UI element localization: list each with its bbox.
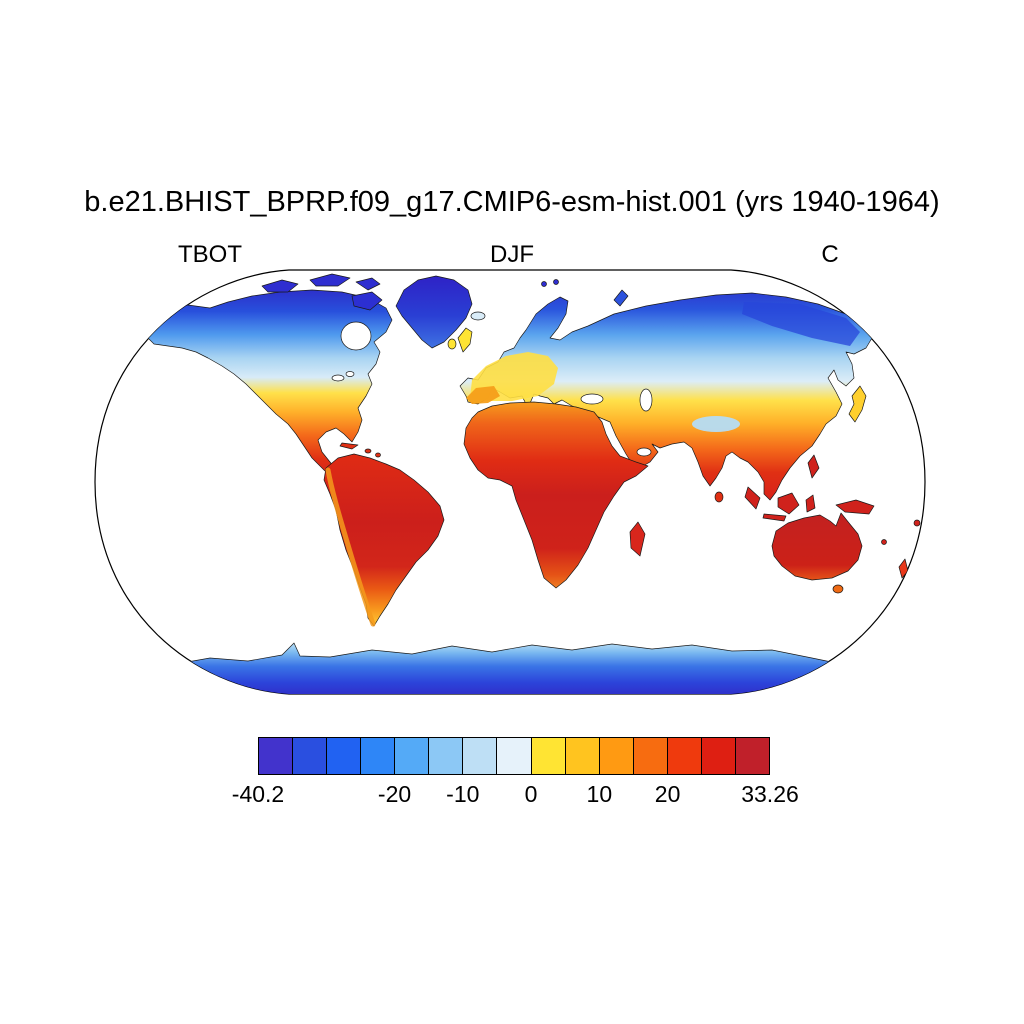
colorbar-segment [701, 738, 736, 774]
new-zealand-south-island [906, 574, 918, 594]
colorbar: -40.2 -20 -10 0 10 20 33.26 [232, 737, 799, 807]
andes-warm-strip [325, 467, 376, 627]
siberia-cold-overlay [742, 302, 860, 346]
variable-label: TBOT [178, 241, 242, 268]
sulawesi-island [805, 494, 816, 513]
madagascar-island [629, 521, 646, 557]
colorbar-segments [258, 737, 770, 775]
svalbard-island [553, 279, 559, 285]
arctic-island [355, 277, 381, 291]
tibet-cold-patch [692, 416, 740, 432]
colorbar-tick-label: -40.2 [231, 781, 285, 807]
japan-islands [848, 385, 867, 423]
ireland-island [447, 338, 457, 350]
north-america-landmass [147, 289, 393, 491]
colorbar-segment [565, 738, 600, 774]
africa-landmass [463, 401, 649, 589]
sumatra-island [744, 486, 761, 510]
java-island [762, 513, 787, 522]
greenland-landmass [395, 275, 473, 349]
colorbar-tick-label: -10 [446, 781, 480, 807]
caribbean-island [375, 452, 381, 458]
pacific-island [913, 519, 921, 527]
arctic-island [261, 279, 299, 293]
colorbar-segment [327, 738, 362, 774]
colorbar-segment [395, 738, 430, 774]
units-label: C [821, 241, 839, 268]
baffin-island [351, 291, 383, 311]
colorbar-tick-label: -20 [377, 781, 412, 807]
colorbar-segment [429, 738, 464, 774]
hudson-bay [340, 321, 372, 351]
colorbar-segment [293, 738, 328, 774]
uk-island [457, 327, 473, 353]
colorbar-segment [667, 738, 702, 774]
plot-title: b.e21.BHIST_BPRP.f09_g17.CMIP6-esm-hist.… [84, 186, 940, 218]
colorbar-segment [463, 738, 498, 774]
colorbar-segment [361, 738, 396, 774]
colorbar-tick-label: 20 [654, 781, 681, 807]
colorbar-tick-label: 33.26 [741, 781, 799, 807]
philippines-islands [807, 454, 820, 479]
colorbar-segment [633, 738, 668, 774]
colorbar-segment [259, 738, 294, 774]
colorbar-tick-label: 10 [586, 781, 613, 807]
cuba-island [339, 442, 359, 450]
season-label: DJF [490, 241, 534, 268]
tasmania-island [832, 584, 844, 594]
novaya-zemlya-island [613, 289, 629, 307]
sri-lanka-island [714, 491, 724, 503]
great-lakes [331, 374, 345, 382]
black-sea [580, 393, 604, 405]
persian-gulf [636, 447, 652, 457]
caspian-sea [639, 388, 653, 412]
iberia-warm-overlay [466, 386, 500, 404]
caribbean-island [364, 448, 372, 454]
colorbar-segment [735, 738, 769, 774]
new-guinea-island [835, 499, 875, 515]
colorbar-ticks: -40.2 -20 -10 0 10 20 33.26 [232, 781, 799, 811]
south-america-landmass [323, 453, 445, 627]
svalbard-island [541, 281, 547, 287]
great-lakes [345, 371, 355, 377]
colorbar-segment [599, 738, 634, 774]
australia-landmass [771, 512, 863, 581]
iceland-island [470, 311, 486, 321]
borneo-island [777, 492, 800, 515]
arctic-island [309, 273, 351, 287]
pacific-island [881, 539, 887, 545]
colorbar-tick-label: 0 [524, 781, 538, 807]
colorbar-segment [531, 738, 566, 774]
colorbar-segment [497, 738, 532, 774]
